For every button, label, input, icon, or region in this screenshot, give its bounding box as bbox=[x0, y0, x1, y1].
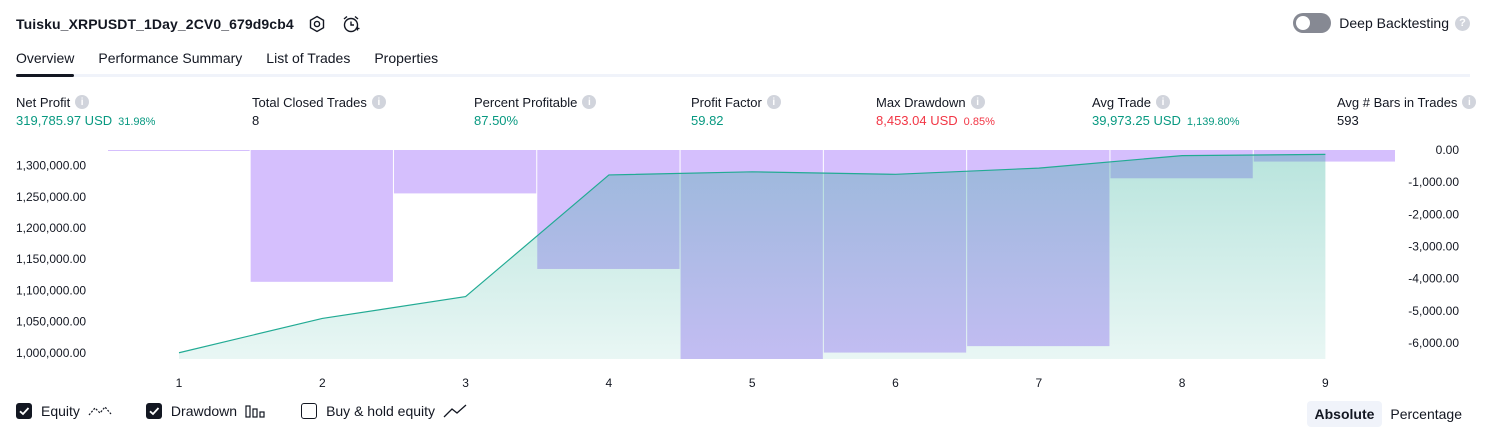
equity-tick-label: 1,300,000.00 bbox=[16, 159, 86, 173]
metric-avg-bars: Avg # Bars in Trades i 593 bbox=[1337, 93, 1477, 128]
metric-value: 87.50% bbox=[474, 113, 519, 128]
metric-label: Total Closed Trades bbox=[252, 94, 367, 110]
info-icon[interactable]: i bbox=[582, 95, 597, 109]
legend-buy-hold[interactable]: Buy & hold equity bbox=[301, 403, 467, 419]
alert-clock-icon[interactable] bbox=[340, 13, 362, 35]
view-mode-switch: Absolute Percentage bbox=[1306, 401, 1471, 427]
x-tick-label: 2 bbox=[319, 376, 326, 390]
x-tick-label: 8 bbox=[1179, 376, 1186, 390]
metric-percent-profitable: Percent Profitable i 87.50% bbox=[474, 93, 597, 128]
drawdown-bar bbox=[108, 150, 250, 151]
x-tick-label: 1 bbox=[176, 376, 183, 390]
x-tick-label: 4 bbox=[606, 376, 613, 390]
metric-value: 319,785.97 USD bbox=[16, 113, 113, 128]
x-tick-label: 9 bbox=[1322, 376, 1329, 390]
drawdown-tick-label: -3,000.00 bbox=[1408, 239, 1459, 253]
deep-backtesting: Deep Backtesting ? bbox=[1293, 13, 1470, 33]
equity-tick-label: 1,050,000.00 bbox=[16, 315, 86, 329]
equity-tick-label: 1,000,000.00 bbox=[16, 346, 86, 360]
info-icon[interactable]: i bbox=[766, 95, 781, 109]
x-tick-label: 7 bbox=[1035, 376, 1042, 390]
metric-max-drawdown: Max Drawdown i 8,453.04 USD 0.85% bbox=[876, 93, 995, 129]
x-tick-label: 6 bbox=[892, 376, 899, 390]
metric-value: 39,973.25 USD bbox=[1092, 113, 1181, 128]
equity-tick-label: 1,150,000.00 bbox=[16, 252, 86, 266]
equity-tick-label: 1,100,000.00 bbox=[16, 283, 86, 297]
drawdown-tick-label: -1,000.00 bbox=[1408, 175, 1459, 189]
metric-label: Profit Factor bbox=[691, 94, 762, 110]
mode-absolute[interactable]: Absolute bbox=[1306, 401, 1383, 427]
chart-legend: Equity Drawdown Buy & hold equity bbox=[16, 403, 501, 419]
tab-performance-summary[interactable]: Performance Summary bbox=[98, 50, 243, 66]
drawdown-tick-label: -4,000.00 bbox=[1408, 272, 1459, 286]
drawdown-axis: 0.00 -1,000.00 -2,000.00 -3,000.00 -4,000.00… bbox=[1408, 143, 1459, 350]
metric-value: 59.82 bbox=[691, 113, 724, 128]
report-header: Tuisku_XRPUSDT_1Day_2CV0_679d9cb4 bbox=[16, 12, 362, 36]
equity-area bbox=[179, 154, 1326, 359]
metric-label: Avg Trade bbox=[1092, 94, 1152, 110]
drawdown-tick-label: -2,000.00 bbox=[1408, 207, 1459, 221]
metric-net-profit: Net Profit i 319,785.97 USD 31.98% bbox=[16, 93, 156, 129]
help-icon[interactable]: ? bbox=[1455, 15, 1470, 31]
tab-overview[interactable]: Overview bbox=[16, 44, 75, 77]
metric-percent: 0.85% bbox=[963, 116, 995, 128]
trend-line-icon bbox=[443, 403, 467, 419]
metric-value: 8,453.04 USD bbox=[876, 113, 958, 128]
settings-icon[interactable] bbox=[306, 13, 328, 35]
info-icon[interactable]: i bbox=[75, 95, 90, 109]
metric-profit-factor: Profit Factor i 59.82 bbox=[691, 93, 781, 128]
equity-tick-label: 1,200,000.00 bbox=[16, 221, 86, 235]
metric-total-closed-trades: Total Closed Trades i 8 bbox=[252, 93, 386, 128]
drawdown-tick-label: -5,000.00 bbox=[1408, 304, 1459, 318]
drawdown-bar bbox=[250, 150, 393, 282]
equity-axis: 1,000,000.00 1,050,000.00 1,100,000.00 1,15… bbox=[16, 159, 86, 360]
x-tick-label: 5 bbox=[749, 376, 756, 390]
drawdown-tick-label: 0.00 bbox=[1436, 143, 1460, 157]
metric-label: Max Drawdown bbox=[876, 94, 966, 110]
metric-percent: 1,139.80% bbox=[1186, 116, 1240, 128]
legend-drawdown[interactable]: Drawdown bbox=[145, 403, 267, 419]
metric-label: Percent Profitable bbox=[474, 94, 578, 110]
equity-line-icon bbox=[88, 403, 112, 419]
mode-percentage[interactable]: Percentage bbox=[1390, 406, 1462, 422]
report-tabs: Overview Performance Summary List of Tra… bbox=[16, 44, 1470, 77]
drawdown-bar bbox=[393, 150, 537, 194]
equity-series bbox=[178, 153, 1326, 359]
metric-value: 593 bbox=[1337, 113, 1359, 128]
legend-label: Drawdown bbox=[170, 403, 238, 419]
info-icon[interactable]: i bbox=[371, 95, 386, 109]
deep-backtesting-label: Deep Backtesting bbox=[1339, 15, 1449, 31]
tab-list-of-trades[interactable]: List of Trades bbox=[266, 50, 351, 66]
equity-checkbox[interactable] bbox=[16, 403, 32, 419]
x-tick-label: 3 bbox=[462, 376, 469, 390]
metric-label: Net Profit bbox=[16, 94, 71, 110]
equity-drawdown-chart[interactable]: 1,000,000.00 1,050,000.00 1,100,000.00 1,15… bbox=[0, 140, 1486, 395]
trade-number-axis: 1 2 3 4 5 6 7 8 9 bbox=[176, 376, 1329, 390]
info-icon[interactable]: i bbox=[970, 95, 985, 109]
legend-label: Equity bbox=[41, 403, 80, 419]
metric-percent: 31.98% bbox=[118, 116, 156, 128]
metric-avg-trade: Avg Trade i 39,973.25 USD 1,139.80% bbox=[1092, 93, 1240, 129]
strategy-title: Tuisku_XRPUSDT_1Day_2CV0_679d9cb4 bbox=[16, 16, 294, 32]
bars-icon bbox=[245, 403, 267, 419]
info-icon[interactable]: i bbox=[1156, 95, 1171, 109]
tab-properties[interactable]: Properties bbox=[374, 50, 439, 66]
metric-value: 8 bbox=[252, 113, 260, 128]
drawdown-tick-label: -6,000.00 bbox=[1408, 336, 1459, 350]
drawdown-checkbox[interactable] bbox=[145, 403, 162, 419]
equity-tick-label: 1,250,000.00 bbox=[16, 190, 86, 204]
buy-hold-checkbox[interactable] bbox=[301, 403, 318, 419]
metric-label: Avg # Bars in Trades bbox=[1337, 94, 1458, 110]
info-icon[interactable]: i bbox=[1462, 95, 1477, 109]
deep-backtesting-toggle[interactable] bbox=[1293, 13, 1332, 33]
legend-equity[interactable]: Equity bbox=[16, 403, 112, 419]
legend-label: Buy & hold equity bbox=[326, 403, 436, 419]
